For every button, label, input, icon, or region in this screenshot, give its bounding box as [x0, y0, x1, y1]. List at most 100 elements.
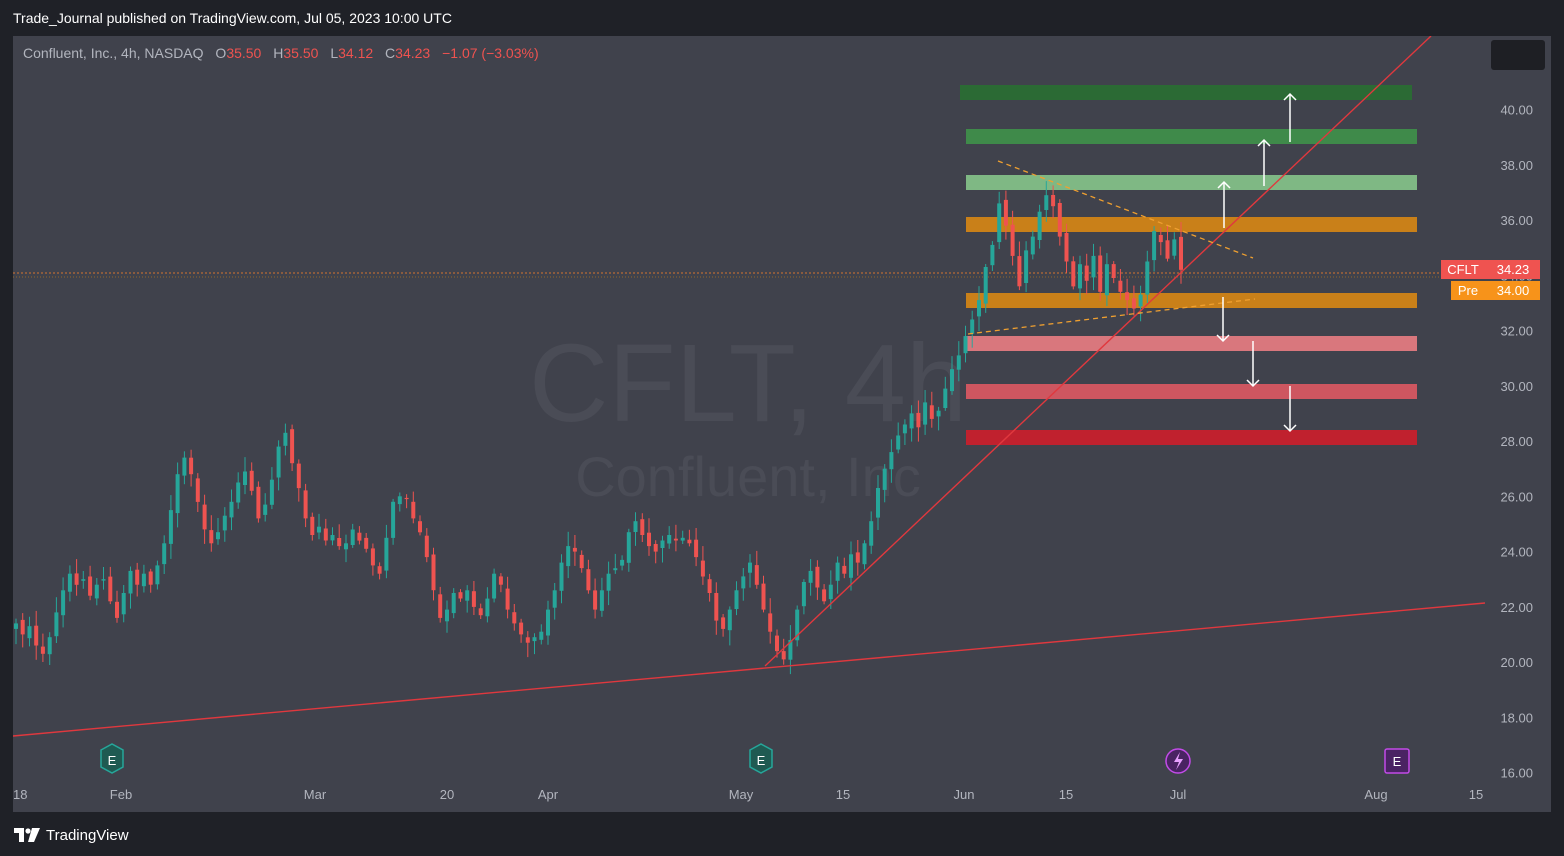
candle-down: [505, 588, 510, 610]
candle-down: [364, 537, 369, 549]
candle-down: [303, 490, 308, 519]
candle-down: [431, 554, 436, 591]
candle-up: [680, 537, 685, 541]
candle-up: [1044, 195, 1049, 210]
candle-up: [748, 562, 752, 573]
candle-down: [700, 560, 705, 577]
y-tick-label: 32.00: [1500, 324, 1533, 339]
candle-up: [660, 540, 665, 548]
candle-down: [842, 565, 847, 574]
candle-down: [929, 405, 934, 419]
candle-down: [418, 521, 422, 533]
earnings-marker-1[interactable]: E: [100, 743, 124, 774]
candle-up: [283, 432, 288, 446]
candle-down: [458, 592, 463, 599]
candle-down: [296, 463, 301, 489]
candle-up: [67, 573, 72, 592]
candle-down: [1003, 199, 1008, 226]
x-tick-label: Jul: [1170, 787, 1187, 802]
x-axis[interactable]: 18 Feb Mar 20 Apr May 15 Jun 15 Jul Aug 15: [13, 787, 1483, 802]
candle-down: [754, 565, 759, 585]
candle-down: [148, 571, 153, 585]
tag-symbol-price: 34.23: [1497, 262, 1530, 277]
candle-up: [876, 488, 880, 518]
candle-up: [222, 515, 227, 531]
zone-green-mid: [966, 129, 1417, 144]
legend-l-label: L: [330, 45, 338, 61]
x-tick-label: 15: [1059, 787, 1073, 802]
candle-up: [263, 504, 268, 515]
candle-up: [546, 609, 550, 636]
candle-up: [1145, 261, 1150, 295]
tradingview-logo[interactable]: TradingView: [14, 826, 129, 844]
down-arrow-3: [1283, 386, 1297, 433]
candle-up: [1030, 236, 1035, 255]
candle-up: [963, 336, 968, 354]
candle-up: [182, 457, 187, 476]
candle-down: [519, 622, 524, 635]
candle-down: [1165, 240, 1170, 259]
candle-up: [344, 543, 348, 550]
y-tick-label: 20.00: [1500, 655, 1533, 670]
candle-down: [1131, 298, 1136, 309]
down-arrows: [1216, 297, 1297, 433]
candle-down: [1118, 280, 1123, 292]
candle-down: [1051, 195, 1056, 207]
legend-change: −1.07 (−3.03%): [442, 45, 539, 61]
candle-up: [896, 435, 901, 450]
y-axis[interactable]: 40.00 38.00 36.00 34.00 32.00 30.00 28.00 26.00…: [1500, 103, 1533, 781]
candle-up: [539, 631, 544, 640]
candle-down: [822, 589, 827, 602]
publisher-text: Trade_Journal published on TradingView.c…: [13, 10, 452, 26]
candle-up: [465, 590, 470, 601]
candle-down: [768, 613, 773, 632]
candle-down: [290, 429, 295, 464]
candle-down: [512, 612, 517, 624]
candle-up: [101, 579, 106, 581]
dividend-split-marker[interactable]: [1165, 748, 1191, 774]
zone-orange-lower: [966, 293, 1417, 308]
legend-o-label: O: [215, 45, 226, 61]
candle-down: [586, 569, 591, 591]
steep-trendline: [764, 35, 1432, 667]
candle-up: [801, 582, 806, 607]
earnings-marker-2[interactable]: E: [749, 743, 773, 774]
chart-menu-button[interactable]: [1491, 40, 1545, 70]
y-tick-label: 28.00: [1500, 434, 1533, 449]
candle-up: [1037, 211, 1042, 240]
candle-down: [525, 637, 530, 643]
candle-up: [1152, 231, 1157, 261]
x-tick-label: 18: [13, 787, 27, 802]
x-tick-label: May: [729, 787, 754, 802]
candle-up: [923, 402, 928, 425]
earnings-marker-upcoming[interactable]: E: [1384, 748, 1410, 774]
candlestick-chart[interactable]: CFLT, 4h Confluent, Inc 40.00 38.00 36.00 3…: [12, 35, 1551, 812]
up-arrow-2: [1257, 138, 1271, 186]
candle-up: [330, 535, 335, 541]
candle-up: [47, 637, 52, 655]
candle-up: [828, 584, 833, 600]
candle-up: [451, 593, 456, 614]
legend-h-label: H: [273, 45, 283, 61]
svg-text:E: E: [1393, 754, 1402, 769]
chart-frame[interactable]: CFLT, 4h Confluent, Inc 40.00 38.00 36.00 3…: [12, 35, 1551, 812]
candle-down: [775, 635, 779, 652]
x-tick-label: 20: [440, 787, 454, 802]
candle-down: [572, 547, 577, 552]
candle-up: [276, 446, 281, 478]
candle-up: [983, 267, 988, 304]
candle-down: [323, 528, 328, 541]
candle-up: [943, 388, 948, 408]
up-arrows: [1217, 92, 1297, 228]
candle-down: [1057, 203, 1062, 237]
y-tick-label: 24.00: [1500, 545, 1533, 560]
candle-up: [485, 598, 490, 617]
candle-down: [404, 497, 409, 500]
candle-up: [445, 609, 449, 622]
candle-down: [579, 554, 584, 569]
candle-down: [1017, 256, 1022, 287]
candle-up: [667, 535, 672, 544]
candle-up: [606, 573, 611, 591]
svg-text:E: E: [108, 753, 117, 768]
up-arrow-1: [1217, 180, 1231, 228]
